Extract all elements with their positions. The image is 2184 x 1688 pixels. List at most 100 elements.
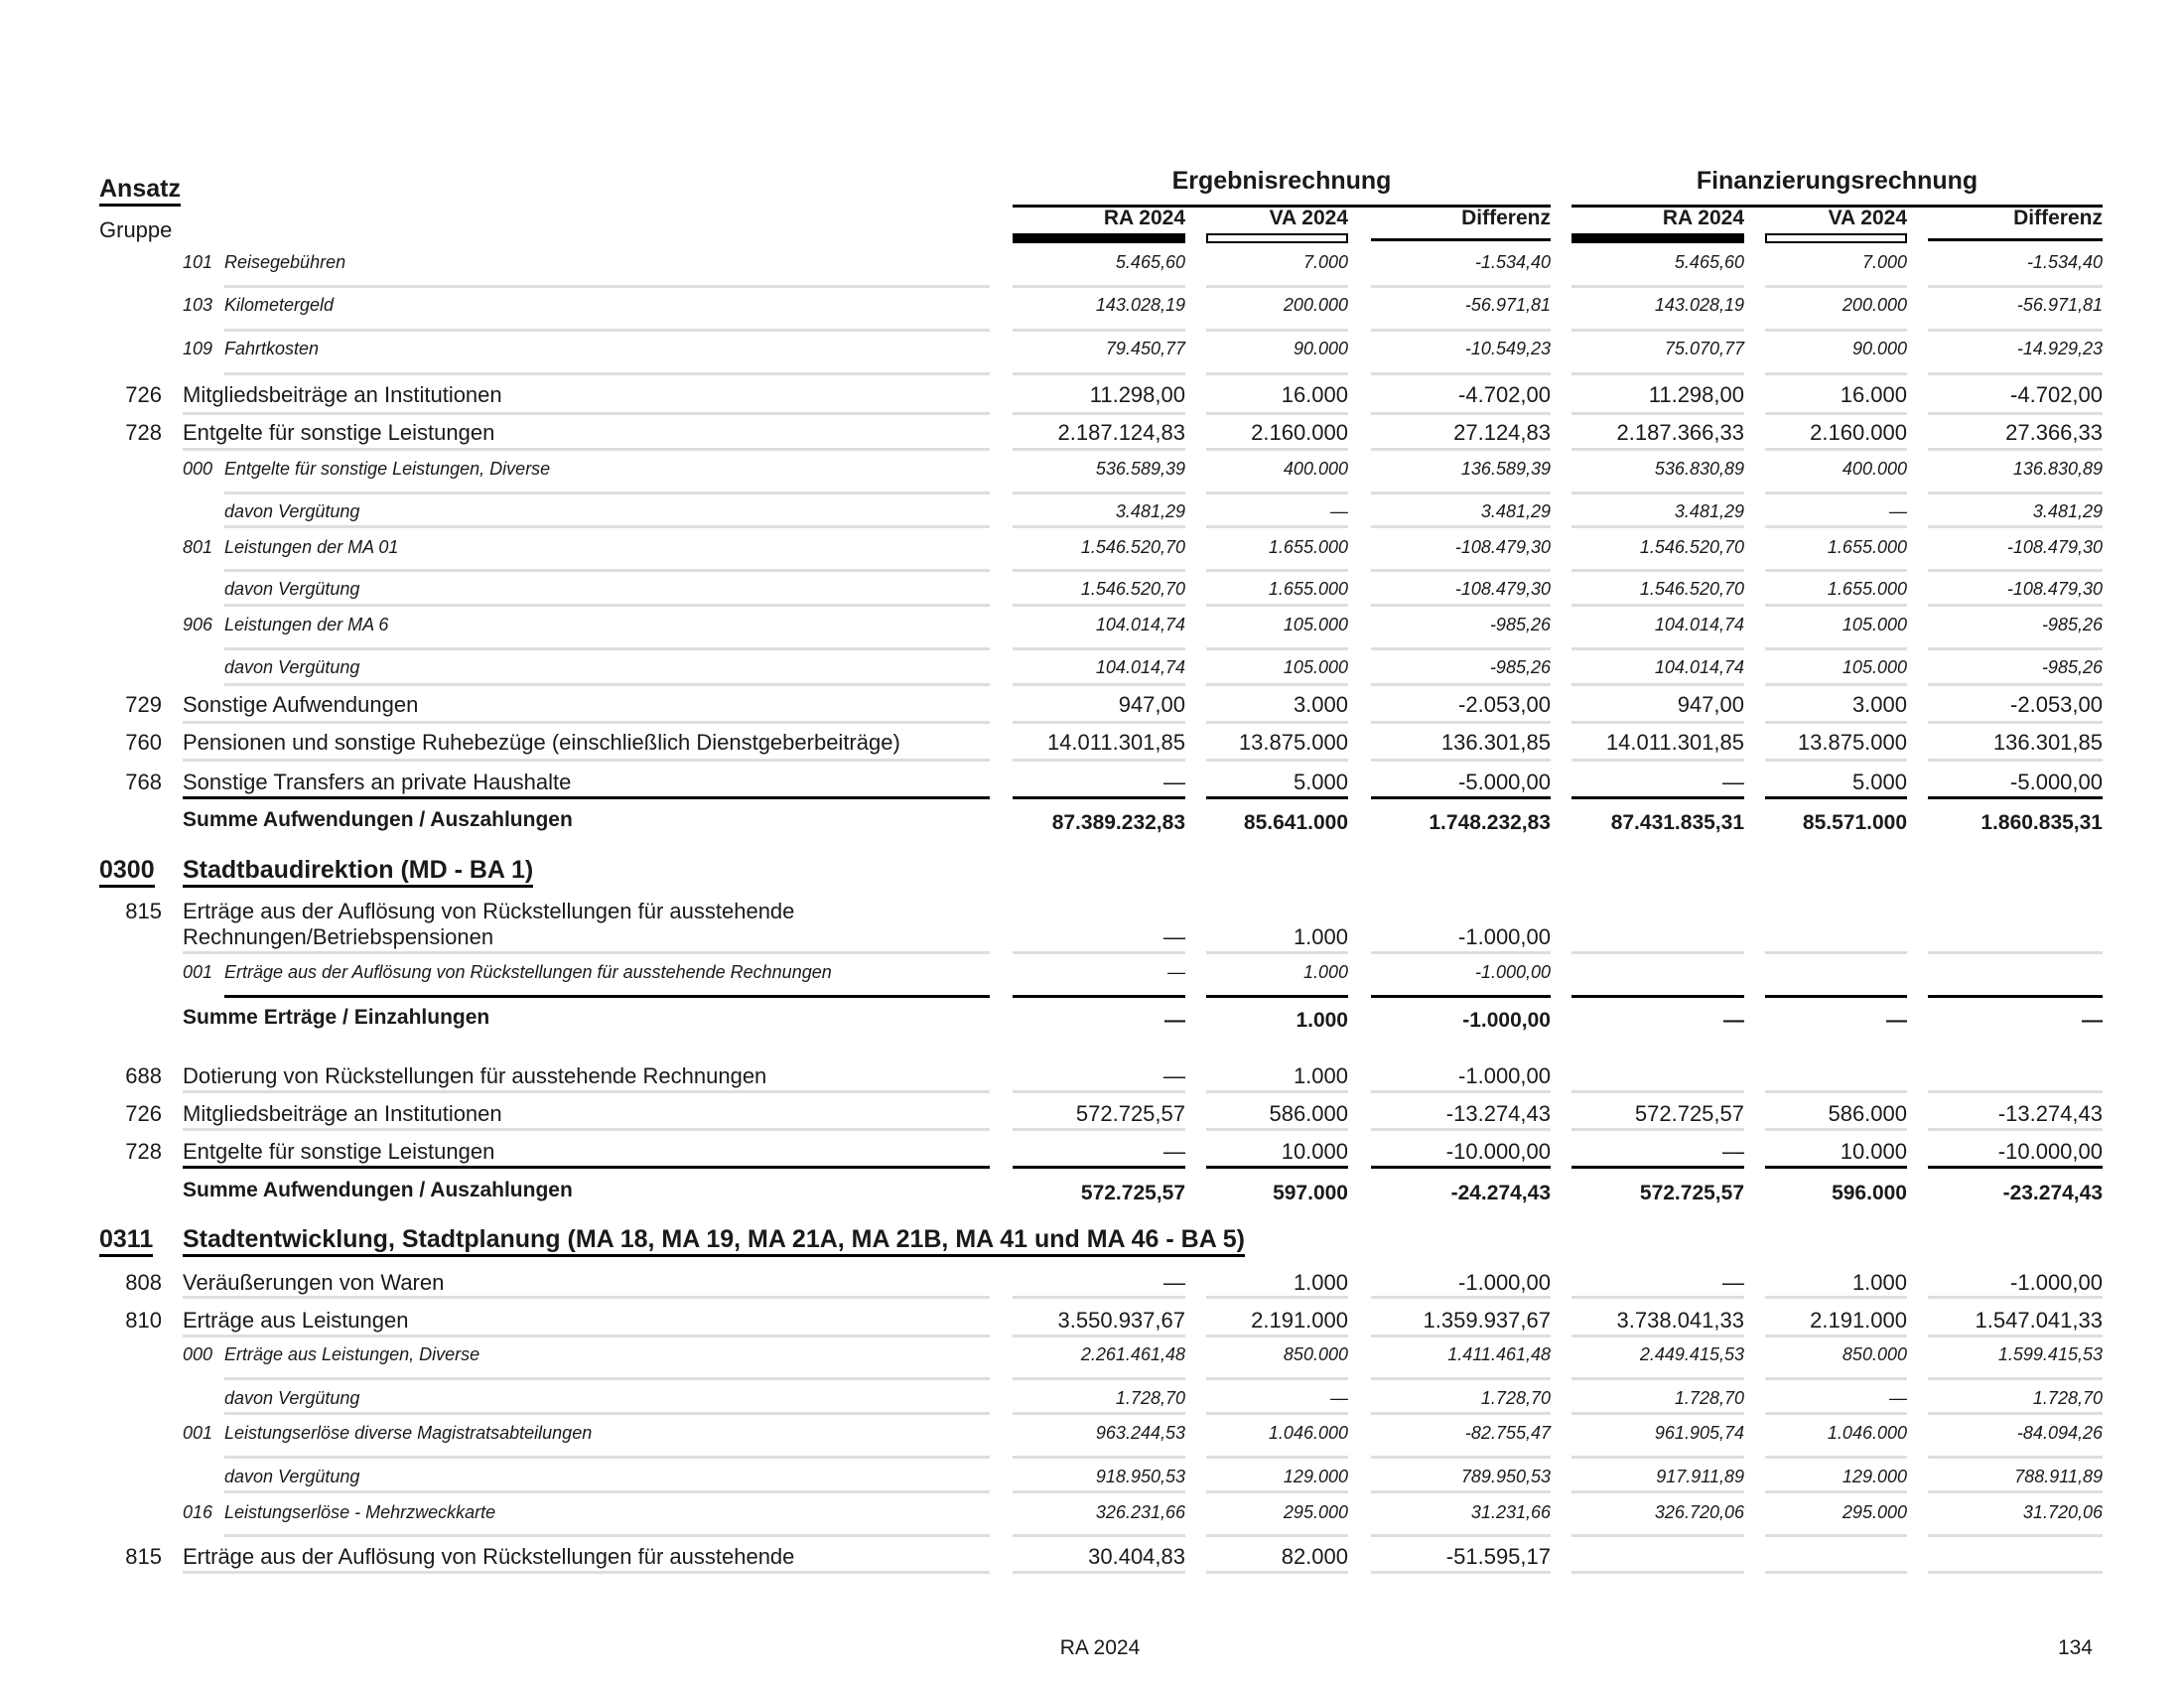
davon-label: davon Vergütung bbox=[224, 579, 360, 599]
row-divider bbox=[1013, 951, 1185, 954]
row-divider bbox=[1765, 1090, 1907, 1093]
value-cell: 10.000 bbox=[1281, 1139, 1348, 1164]
value-cell: 14.011.301,85 bbox=[1605, 730, 1744, 755]
value-cell: 136.301,85 bbox=[1440, 730, 1551, 755]
row-divider bbox=[183, 1128, 990, 1131]
value-cell: -108.479,30 bbox=[1454, 579, 1551, 599]
value-cell: 1.655.000 bbox=[1268, 579, 1348, 599]
row-divider bbox=[1571, 1335, 1744, 1337]
value-cell: 1.728,70 bbox=[1674, 1388, 1744, 1408]
row-divider bbox=[1571, 329, 1744, 332]
group-title-ergebnisrechnung: Ergebnisrechnung bbox=[1171, 167, 1392, 195]
value-cell: 31.720,06 bbox=[2022, 1502, 2103, 1522]
value-cell: 16.000 bbox=[1281, 382, 1348, 407]
value-cell: — bbox=[1722, 770, 1744, 794]
value-cell: 1.000 bbox=[1293, 924, 1348, 949]
value-cell: 1.411.461,48 bbox=[1447, 1344, 1551, 1364]
row-divider bbox=[1571, 1534, 1744, 1537]
row-divider bbox=[1371, 1412, 1551, 1415]
value-cell: 87.431.835,31 bbox=[1610, 811, 1744, 834]
value-cell: 16.000 bbox=[1840, 382, 1907, 407]
value-cell: 947,00 bbox=[1677, 692, 1744, 717]
value-cell: 947,00 bbox=[1118, 692, 1185, 717]
value-cell: 572.725,57 bbox=[1080, 1182, 1185, 1204]
total-separator bbox=[1928, 995, 2103, 998]
value-cell: 13.875.000 bbox=[1238, 730, 1348, 755]
value-cell: 3.000 bbox=[1293, 692, 1348, 717]
value-cell: -2.053,00 bbox=[2010, 692, 2103, 717]
value-cell: -1.000,00 bbox=[1462, 1009, 1551, 1032]
value-cell: -24.274,43 bbox=[1450, 1182, 1551, 1204]
value-cell: 104.014,74 bbox=[1095, 615, 1185, 634]
value-cell: 105.000 bbox=[1842, 657, 1907, 677]
value-cell: — bbox=[1163, 1139, 1185, 1164]
footer-title: RA 2024 bbox=[1059, 1636, 1141, 1659]
sub-account-code: 000 bbox=[183, 459, 213, 479]
row-divider bbox=[1371, 1571, 1551, 1574]
value-cell: 2.191.000 bbox=[1251, 1308, 1348, 1333]
value-cell: 597.000 bbox=[1273, 1182, 1348, 1204]
value-cell: 2.187.124,83 bbox=[1057, 420, 1185, 445]
account-label: Sonstige Transfers an private Haushalte bbox=[183, 770, 572, 794]
row-divider bbox=[183, 1296, 990, 1299]
value-cell: 27.366,33 bbox=[2005, 420, 2103, 445]
row-divider bbox=[1571, 569, 1744, 572]
section-code: 0311 bbox=[99, 1225, 154, 1257]
value-cell: 27.124,83 bbox=[1453, 420, 1551, 445]
value-cell: -10.000,00 bbox=[1997, 1139, 2103, 1164]
value-cell: -4.702,00 bbox=[2010, 382, 2103, 407]
row-divider bbox=[1371, 1377, 1551, 1380]
value-cell: 11.298,00 bbox=[1089, 382, 1185, 407]
row-divider bbox=[1206, 721, 1348, 724]
value-cell: 1.547.041,33 bbox=[1975, 1308, 2103, 1333]
row-divider bbox=[1013, 1090, 1185, 1093]
row-divider bbox=[1013, 1412, 1185, 1415]
account-label: Entgelte für sonstige Leistungen bbox=[183, 1139, 495, 1164]
value-cell: 105.000 bbox=[1283, 615, 1348, 634]
account-code: 760 bbox=[125, 730, 162, 755]
value-cell: 200.000 bbox=[1283, 295, 1348, 315]
account-code: 810 bbox=[125, 1308, 162, 1333]
value-cell: 14.011.301,85 bbox=[1046, 730, 1185, 755]
value-cell: 400.000 bbox=[1283, 459, 1348, 479]
row-divider bbox=[1765, 1456, 1907, 1459]
value-cell: -14.929,23 bbox=[2016, 339, 2103, 358]
row-divider bbox=[1765, 759, 1907, 762]
row-divider bbox=[1371, 525, 1551, 528]
row-divider bbox=[1928, 492, 2103, 494]
row-divider bbox=[1371, 1128, 1551, 1131]
value-cell: 961.905,74 bbox=[1654, 1423, 1744, 1443]
value-cell: 105.000 bbox=[1283, 657, 1348, 677]
actual-marker-bar bbox=[1013, 233, 1185, 243]
total-separator bbox=[1765, 1166, 1907, 1169]
row-divider bbox=[1928, 683, 2103, 686]
account-code: 728 bbox=[125, 420, 162, 445]
value-cell: 11.298,00 bbox=[1648, 382, 1744, 407]
value-cell: 1.000 bbox=[1293, 1063, 1348, 1088]
value-cell: 1.000 bbox=[1293, 1270, 1348, 1295]
row-divider bbox=[224, 285, 990, 288]
davon-label: davon Vergütung bbox=[224, 501, 360, 521]
row-divider bbox=[1206, 1128, 1348, 1131]
row-divider bbox=[1928, 525, 2103, 528]
row-divider bbox=[1571, 683, 1744, 686]
value-cell: 3.481,29 bbox=[1115, 501, 1185, 521]
value-cell: 10.000 bbox=[1840, 1139, 1907, 1164]
value-cell: 1.655.000 bbox=[1827, 579, 1907, 599]
value-cell: 3.481,29 bbox=[2032, 501, 2103, 521]
sub-account-label: Erträge aus Leistungen, Diverse bbox=[224, 1344, 480, 1364]
row-divider bbox=[1013, 759, 1185, 762]
value-cell: — bbox=[1163, 1270, 1185, 1295]
value-cell: -56.971,81 bbox=[2016, 295, 2103, 315]
value-cell: 789.950,53 bbox=[1460, 1467, 1551, 1486]
row-divider bbox=[1765, 1412, 1907, 1415]
total-separator bbox=[1928, 1166, 2103, 1169]
value-cell: 85.641.000 bbox=[1243, 811, 1348, 834]
row-divider bbox=[1928, 329, 2103, 332]
row-divider bbox=[183, 1571, 990, 1574]
row-divider bbox=[1928, 647, 2103, 650]
sub-account-code: 000 bbox=[183, 1344, 213, 1364]
value-cell: — bbox=[1330, 1388, 1348, 1408]
value-cell: -1.534,40 bbox=[1474, 252, 1551, 272]
row-divider bbox=[1765, 285, 1907, 288]
